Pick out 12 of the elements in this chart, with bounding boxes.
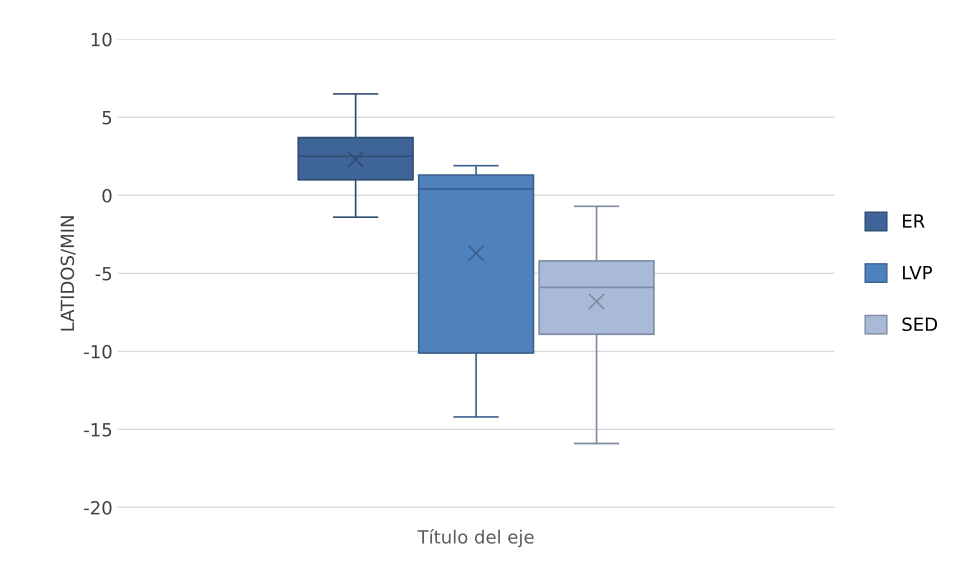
y-tick-label: -10 <box>84 344 112 359</box>
legend-label: LVP <box>903 266 932 280</box>
legend-label: SED <box>902 317 937 332</box>
y-axis-title: LATIDOS/MIN <box>60 216 76 331</box>
x-axis-title: Título del eje <box>418 529 534 548</box>
y-tick-label: 5 <box>102 111 112 124</box>
legend-label: ER <box>903 214 925 228</box>
y-tick-label: 10 <box>92 32 112 46</box>
y-tick-label: 0 <box>102 188 112 202</box>
y-tick-label: -20 <box>84 500 112 515</box>
y-tick-label: -15 <box>84 423 112 437</box>
y-tick-label: -5 <box>96 267 112 281</box>
